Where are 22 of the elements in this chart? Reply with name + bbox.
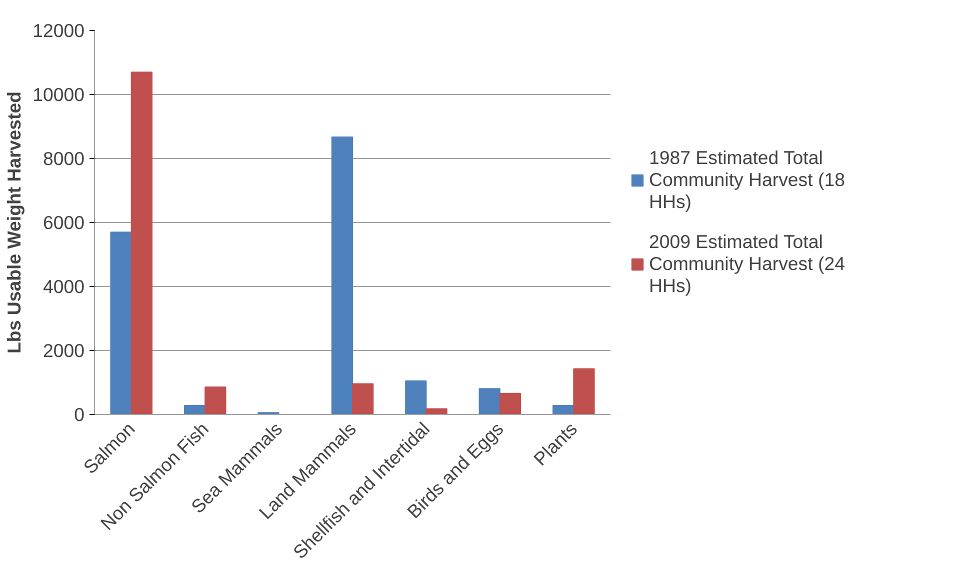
y-tick-label: 12000 [32,20,85,41]
bar [478,388,500,414]
y-tick-label: 4000 [42,276,85,297]
bar [130,72,152,414]
y-tick-label: 8000 [42,148,85,169]
legend-label: 1987 Estimated Total Community Harvest (18 HHs) [649,147,845,213]
bar [184,405,206,414]
y-axis-title: Lbs Usable Weight Harvested [4,92,25,354]
y-tick-label: 2000 [42,340,85,361]
bar [405,380,427,414]
y-tick-label: 10000 [32,84,85,105]
bar [499,392,522,414]
bar [426,408,448,414]
bar [331,136,353,414]
bar [204,386,226,414]
y-tick-label: 6000 [42,212,85,233]
bar [573,368,595,414]
bar [552,405,574,414]
y-tick-label: 0 [74,404,85,425]
legend-label: 2009 Estimated Total Community Harvest (24 HHs) [649,231,845,297]
bar [352,383,374,414]
bar [110,232,132,414]
